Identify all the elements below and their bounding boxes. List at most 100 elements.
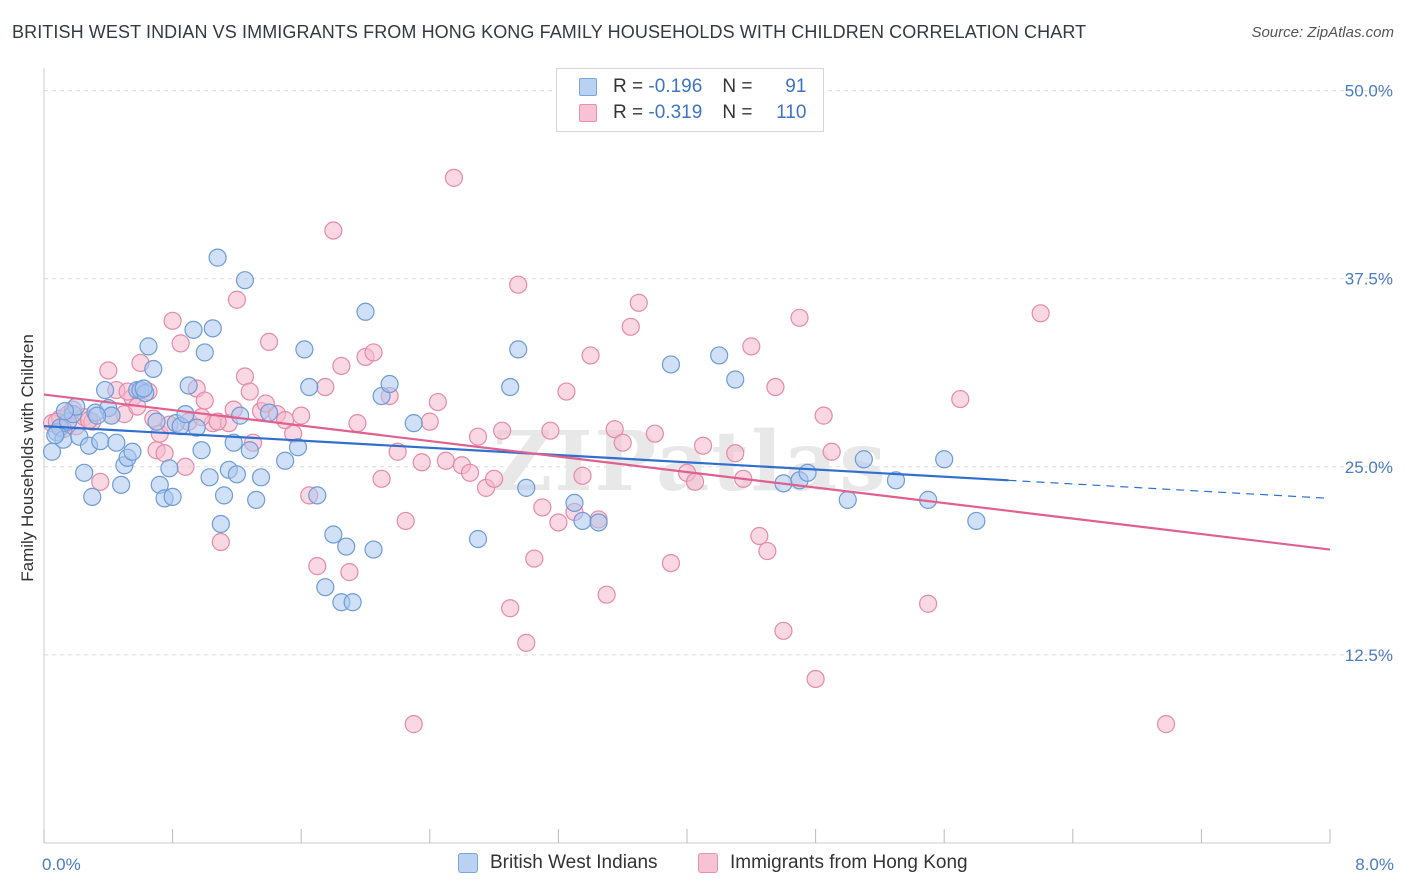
data-point bbox=[854, 450, 873, 469]
bottom-legend-swatch-pink bbox=[698, 853, 718, 873]
data-point bbox=[517, 478, 536, 497]
data-point bbox=[404, 414, 423, 433]
data-point bbox=[822, 442, 841, 461]
data-point bbox=[187, 418, 206, 437]
stats-legend: R = -0.196 N = 91 R = -0.319 N = 110 bbox=[556, 68, 824, 132]
data-point bbox=[235, 271, 255, 290]
legend-n-label: N = bbox=[722, 76, 753, 97]
data-point bbox=[629, 293, 648, 312]
x-tick-label-min: 0.0% bbox=[42, 855, 81, 874]
data-point bbox=[224, 433, 243, 452]
data-point bbox=[919, 594, 938, 613]
legend-n-value: 91 bbox=[785, 76, 807, 97]
data-point bbox=[211, 514, 230, 534]
data-point bbox=[838, 490, 857, 509]
legend-swatch-blue bbox=[579, 78, 597, 96]
data-point bbox=[509, 275, 528, 294]
data-point bbox=[364, 540, 383, 559]
data-point bbox=[685, 472, 705, 491]
y-tick-label: 37.5% bbox=[1345, 270, 1393, 289]
data-point bbox=[509, 340, 528, 359]
legend-r-label: R = bbox=[613, 102, 644, 123]
x-tick-labels: 0.0% 8.0% bbox=[42, 855, 1394, 874]
data-point bbox=[742, 337, 761, 356]
data-point bbox=[276, 451, 295, 470]
bottom-legend-label: British West Indians bbox=[490, 852, 658, 873]
data-point bbox=[211, 532, 230, 552]
data-point bbox=[292, 406, 311, 425]
data-point bbox=[316, 578, 335, 597]
data-point bbox=[726, 370, 745, 389]
legend-r-value: -0.319 bbox=[648, 102, 703, 123]
bottom-legend: British West Indians Immigrants from Hon… bbox=[0, 852, 1406, 878]
data-point bbox=[324, 221, 343, 240]
data-point bbox=[324, 525, 343, 544]
data-point bbox=[485, 469, 504, 488]
data-point bbox=[134, 379, 153, 398]
data-point bbox=[935, 450, 954, 469]
data-point bbox=[710, 346, 729, 365]
data-point bbox=[396, 511, 415, 531]
data-point bbox=[112, 475, 131, 494]
data-point bbox=[55, 402, 74, 421]
data-point bbox=[525, 549, 544, 568]
legend-n-label: N = bbox=[722, 102, 753, 123]
data-point bbox=[774, 621, 793, 640]
data-point bbox=[573, 466, 592, 485]
data-point bbox=[240, 441, 259, 460]
legend-n-value: 110 bbox=[776, 102, 807, 123]
data-point bbox=[517, 633, 536, 652]
data-point bbox=[214, 486, 234, 505]
data-point bbox=[99, 361, 118, 380]
y-tick-label: 12.5% bbox=[1345, 646, 1393, 665]
data-point bbox=[337, 537, 356, 556]
data-point bbox=[340, 563, 359, 582]
data-point bbox=[798, 463, 817, 482]
data-point bbox=[288, 438, 308, 457]
data-point bbox=[501, 377, 520, 397]
data-point bbox=[460, 463, 480, 482]
data-point bbox=[123, 442, 142, 461]
data-point bbox=[227, 290, 246, 309]
data-point bbox=[203, 319, 222, 338]
legend-swatch-pink bbox=[579, 104, 597, 122]
data-point bbox=[493, 421, 512, 440]
data-point bbox=[420, 412, 439, 431]
bottom-legend-item-hong-kong: Immigrants from Hong Kong bbox=[698, 852, 968, 874]
legend-row-pink: R = -0.319 N = 110 bbox=[579, 101, 806, 125]
data-point bbox=[1156, 715, 1176, 734]
data-point bbox=[1031, 304, 1050, 323]
data-point bbox=[589, 513, 608, 532]
chart-title: BRITISH WEST INDIAN VS IMMIGRANTS FROM H… bbox=[12, 22, 1087, 42]
bottom-legend-swatch-blue bbox=[458, 853, 478, 873]
data-point bbox=[541, 421, 560, 440]
data-point bbox=[581, 346, 600, 365]
data-point bbox=[444, 168, 464, 187]
data-point bbox=[208, 248, 227, 267]
data-point bbox=[87, 406, 107, 425]
data-point bbox=[806, 669, 825, 689]
data-point bbox=[412, 453, 431, 472]
data-point bbox=[645, 424, 664, 443]
data-point bbox=[790, 308, 809, 327]
data-point bbox=[573, 511, 592, 531]
data-point bbox=[621, 317, 640, 336]
y-tick-label: 25.0% bbox=[1345, 458, 1393, 477]
data-point bbox=[259, 332, 279, 351]
data-point bbox=[155, 444, 174, 463]
data-point bbox=[195, 391, 214, 410]
data-point bbox=[468, 427, 488, 446]
data-point bbox=[139, 337, 158, 356]
series-british-west-indians bbox=[42, 248, 986, 612]
data-point bbox=[247, 490, 266, 509]
data-point bbox=[171, 334, 190, 353]
data-point bbox=[661, 355, 681, 374]
data-point bbox=[231, 406, 250, 425]
bottom-legend-label: Immigrants from Hong Kong bbox=[730, 852, 968, 873]
data-point bbox=[661, 553, 681, 573]
data-point bbox=[227, 465, 246, 484]
trend-lines bbox=[43, 393, 1331, 551]
data-point bbox=[348, 414, 367, 433]
data-point bbox=[428, 392, 447, 412]
